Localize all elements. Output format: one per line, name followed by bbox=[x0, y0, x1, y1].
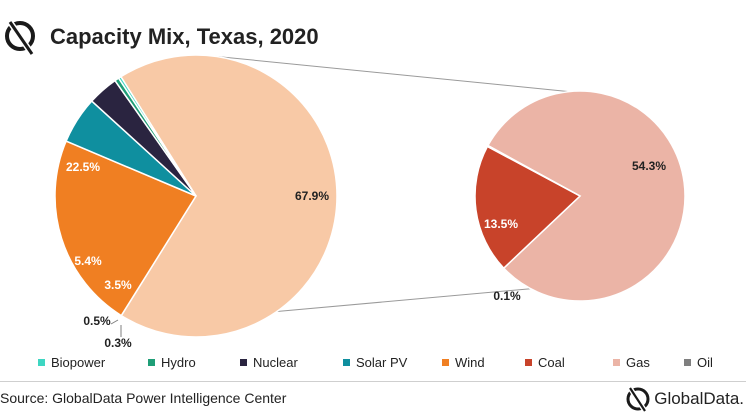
legend-swatch bbox=[684, 359, 691, 367]
slice-oil bbox=[486, 144, 581, 197]
data-label-oil: 0.1% bbox=[493, 289, 521, 303]
legend-swatch bbox=[442, 359, 449, 367]
legend-label: Biopower bbox=[51, 355, 106, 370]
slice-gas bbox=[486, 90, 686, 302]
legend-swatch bbox=[38, 359, 45, 367]
legend-swatch bbox=[525, 359, 532, 367]
legend-label: Oil bbox=[697, 355, 713, 370]
legend-item-hydro: Hydro bbox=[148, 355, 196, 370]
data-label-coal: 13.5% bbox=[484, 217, 518, 231]
brand-logo: GlobalData. bbox=[625, 385, 744, 413]
legend-item-wind: Wind bbox=[442, 355, 485, 370]
connector-lines bbox=[215, 55, 570, 312]
data-label-nuclear: 3.5% bbox=[104, 278, 132, 292]
data-label-hydro: 0.5% bbox=[83, 314, 111, 328]
data-labels: 67.9% 22.5% 5.4%3.5% 0.5% 0.3% 54.3% 13.5% 0.1% bbox=[66, 159, 666, 350]
slice-wind bbox=[54, 140, 198, 317]
data-label-gas: 54.3% bbox=[632, 159, 666, 173]
capacity-mix-chart: 67.9% 22.5% 5.4%3.5% 0.5% 0.3% 54.3% 13.5% 0.1% bbox=[54, 54, 686, 350]
legend-item-gas: Gas bbox=[613, 355, 650, 370]
data-label-solar-pv: 5.4% bbox=[74, 254, 102, 268]
data-label-wind: 22.5% bbox=[66, 160, 100, 174]
legend-swatch bbox=[148, 359, 155, 367]
main-pie bbox=[54, 54, 338, 338]
globaldata-brand-icon bbox=[626, 386, 650, 412]
legend-swatch bbox=[343, 359, 350, 367]
slice-gas bbox=[119, 54, 338, 338]
gas-breakdown-pie bbox=[474, 90, 686, 302]
leader-line bbox=[110, 319, 119, 325]
legend-item-solar-pv: Solar PV bbox=[343, 355, 407, 370]
globaldata-logo-icon bbox=[5, 20, 35, 56]
source-note: Source: GlobalData Power Intelligence Ce… bbox=[0, 390, 287, 406]
legend-item-coal: Coal bbox=[525, 355, 565, 370]
legend-label: Solar PV bbox=[356, 355, 408, 370]
legend-label: Coal bbox=[538, 355, 565, 370]
brand-name: GlobalData. bbox=[654, 389, 744, 408]
slice-coal bbox=[474, 145, 582, 270]
data-label-gas: 67.9% bbox=[295, 189, 329, 203]
footer-divider bbox=[0, 381, 746, 382]
legend-label: Hydro bbox=[161, 355, 196, 370]
chart-title: Capacity Mix, Texas, 2020 bbox=[50, 24, 319, 49]
legend-label: Wind bbox=[455, 355, 485, 370]
legend-swatch bbox=[613, 359, 620, 367]
legend-item-nuclear: Nuclear bbox=[240, 355, 298, 370]
legend-label: Gas bbox=[626, 355, 650, 370]
legend-swatch bbox=[240, 359, 247, 367]
legend-label: Nuclear bbox=[253, 355, 298, 370]
connector-line bbox=[215, 55, 570, 93]
slice-biopower bbox=[117, 75, 197, 197]
connector-line bbox=[276, 288, 531, 312]
legend-item-oil: Oil bbox=[684, 355, 713, 370]
data-label-biopower: 0.3% bbox=[104, 336, 132, 350]
legend-item-biopower: Biopower bbox=[38, 355, 105, 370]
